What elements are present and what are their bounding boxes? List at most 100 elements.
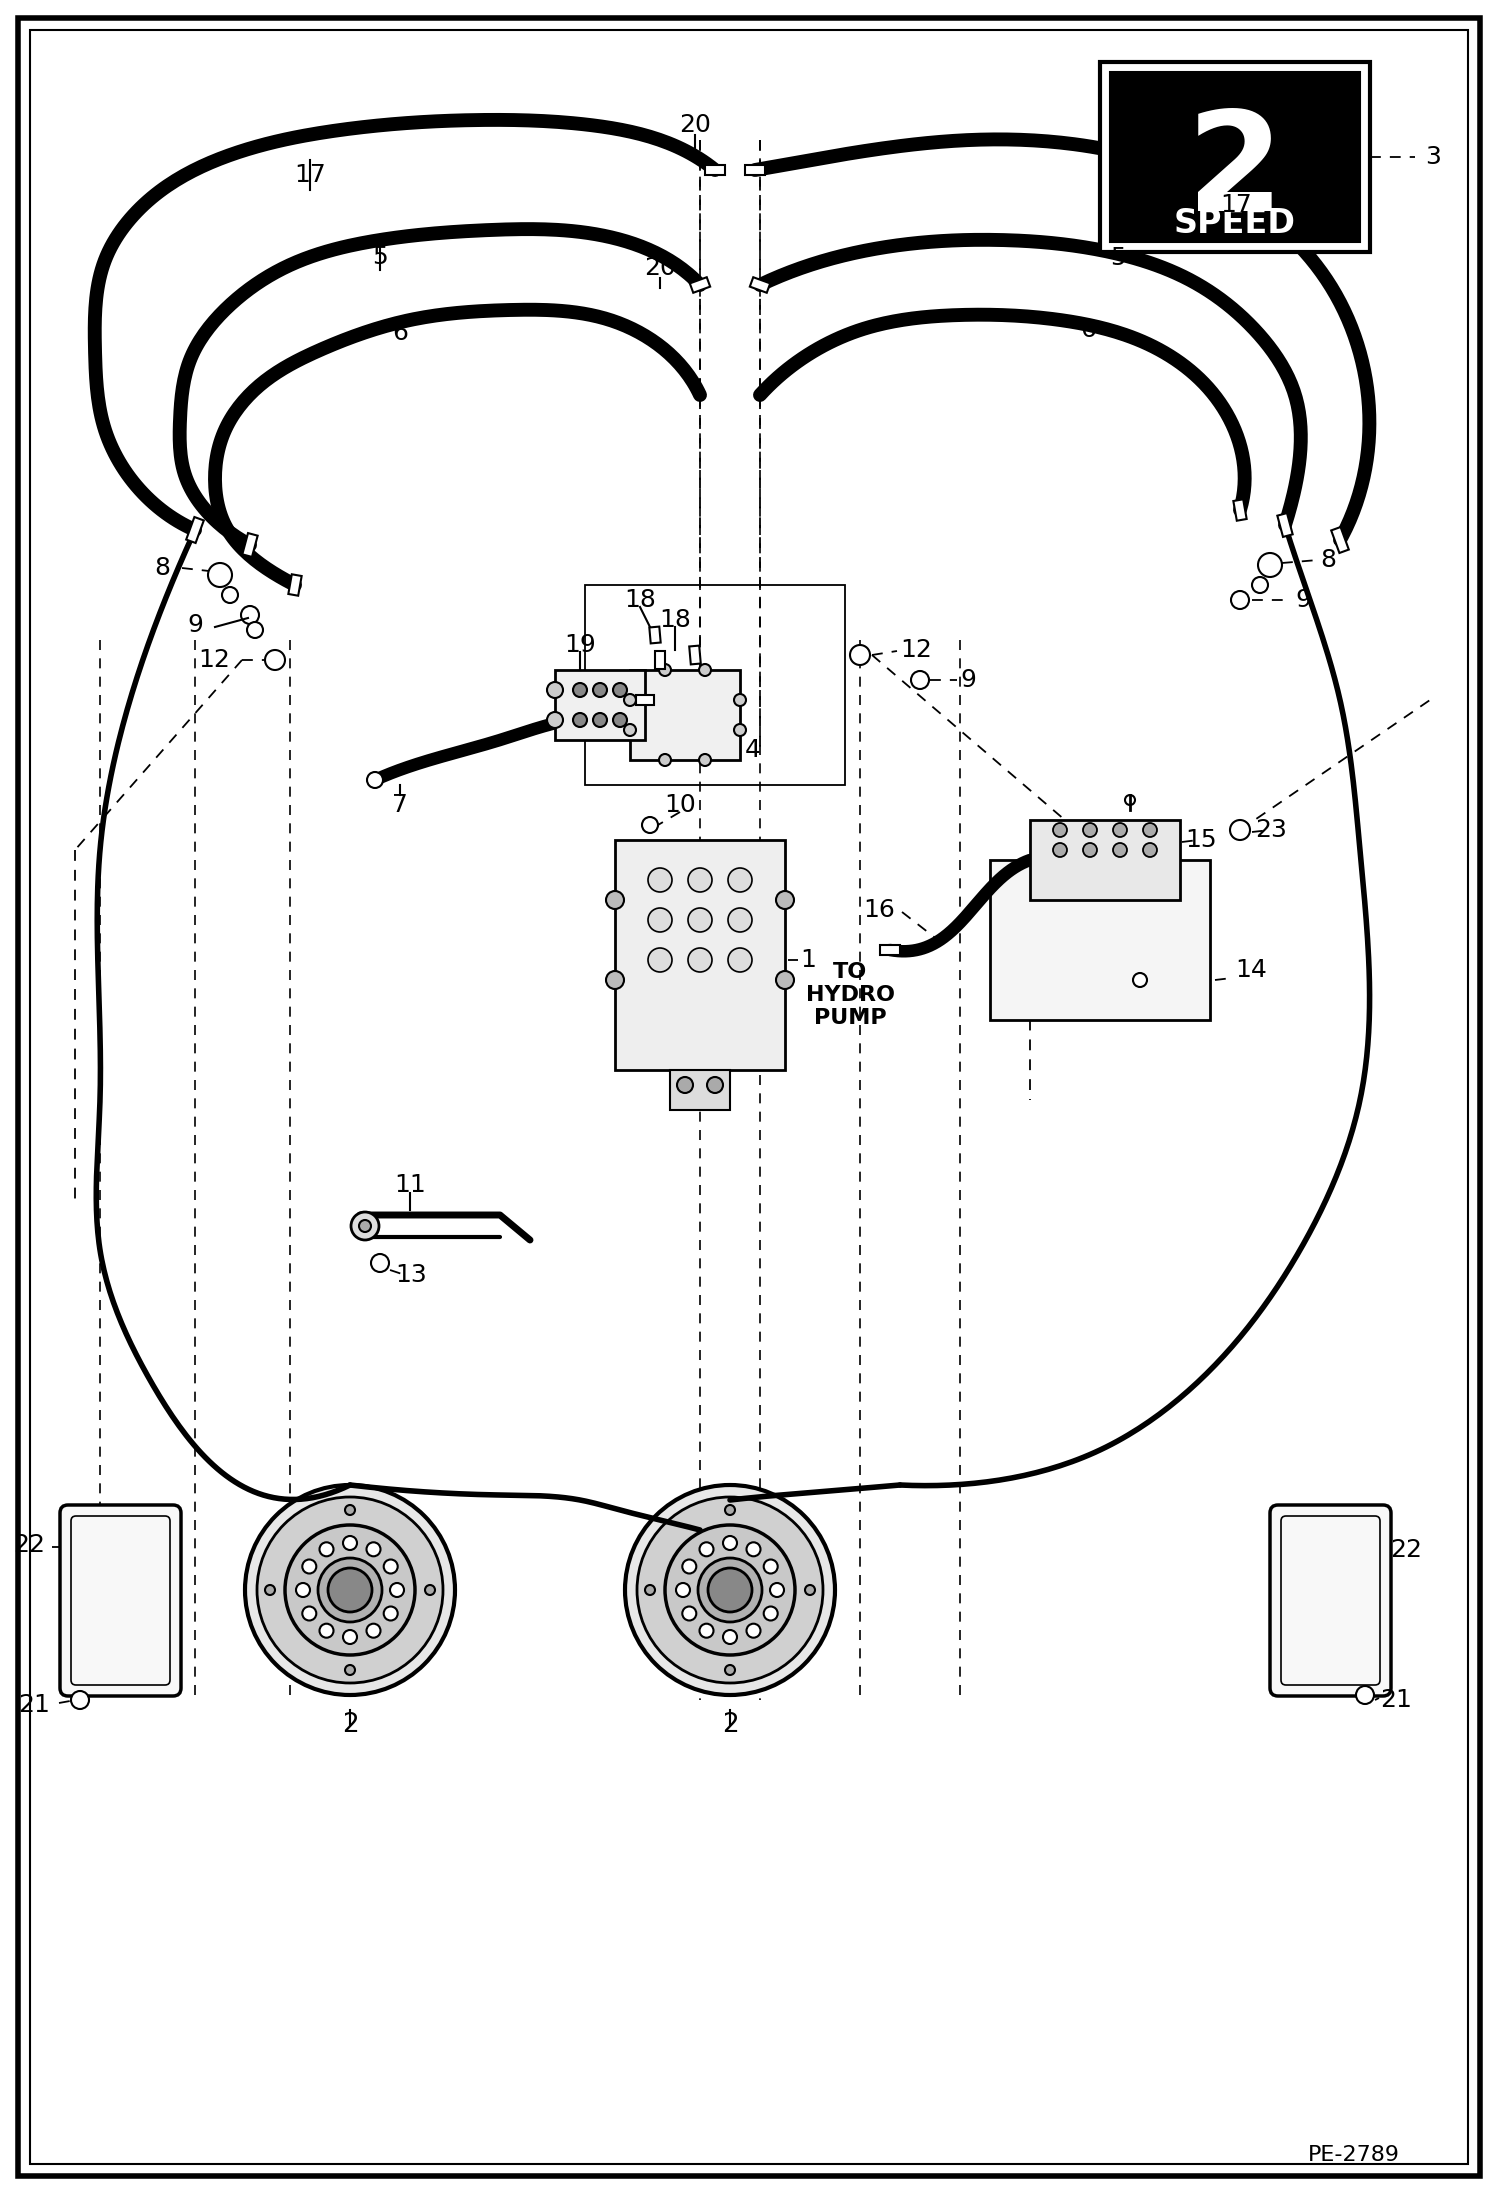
Text: 4: 4 [745,737,761,761]
Circle shape [698,1558,762,1621]
Circle shape [247,623,264,638]
Circle shape [734,724,746,735]
Circle shape [688,948,712,972]
Circle shape [776,891,794,908]
Circle shape [318,1558,382,1621]
Circle shape [607,972,625,989]
Circle shape [677,1077,694,1093]
Circle shape [345,1665,355,1674]
Circle shape [688,908,712,932]
Circle shape [1258,553,1282,577]
Text: 9: 9 [960,667,975,691]
Circle shape [1230,821,1249,840]
Circle shape [613,682,628,698]
Circle shape [547,682,563,698]
Circle shape [911,671,929,689]
Circle shape [285,1525,415,1654]
Circle shape [1053,823,1067,836]
Text: 11: 11 [394,1174,425,1198]
Circle shape [1125,794,1135,805]
Text: TO
HYDRO
PUMP: TO HYDRO PUMP [806,961,894,1029]
Polygon shape [1233,500,1246,520]
Circle shape [725,1665,736,1674]
Circle shape [734,693,746,706]
Circle shape [688,869,712,893]
Circle shape [1252,577,1267,592]
Circle shape [1083,823,1097,836]
Bar [616,840,785,1071]
FancyBboxPatch shape [60,1505,181,1696]
Text: SPEED: SPEED [1174,206,1296,239]
Text: 15: 15 [1185,827,1216,851]
Bar [586,586,845,785]
Circle shape [849,645,870,665]
Text: 9: 9 [1294,588,1311,612]
Text: 18: 18 [659,608,691,632]
Text: PE-2789: PE-2789 [1308,2146,1401,2165]
Circle shape [764,1560,777,1573]
Circle shape [593,713,607,726]
Circle shape [1053,842,1067,858]
Circle shape [241,606,259,623]
Circle shape [383,1560,397,1573]
Circle shape [574,682,587,698]
Circle shape [593,682,607,698]
Circle shape [613,713,628,726]
Polygon shape [243,533,258,557]
Bar [554,669,646,739]
Polygon shape [745,165,765,176]
Circle shape [360,1220,372,1233]
Circle shape [1083,842,1097,858]
FancyBboxPatch shape [1270,1505,1392,1696]
Circle shape [265,649,285,669]
Circle shape [649,908,673,932]
Circle shape [367,1542,380,1556]
Text: 12: 12 [198,647,231,671]
Polygon shape [1278,513,1293,538]
Circle shape [637,1496,822,1683]
Circle shape [746,1624,761,1637]
Circle shape [804,1584,815,1595]
Circle shape [625,1485,834,1696]
Circle shape [707,1077,724,1093]
Circle shape [724,1630,737,1643]
Polygon shape [689,645,701,665]
Circle shape [770,1584,783,1597]
Text: 20: 20 [679,114,712,136]
Polygon shape [1332,527,1348,553]
Circle shape [345,1505,355,1516]
Text: 3: 3 [1425,145,1441,169]
Text: 12: 12 [900,638,932,663]
Circle shape [70,1692,88,1709]
Text: 5: 5 [372,246,388,270]
Text: 2: 2 [722,1711,739,1738]
Circle shape [372,1255,389,1273]
Circle shape [607,891,625,908]
Text: 7: 7 [392,792,407,816]
Text: 2: 2 [342,1711,358,1738]
Circle shape [725,1505,736,1516]
Bar [1031,821,1180,900]
Circle shape [659,755,671,766]
Text: 17: 17 [294,162,327,186]
Circle shape [724,1536,737,1549]
Circle shape [1356,1685,1374,1705]
Text: 2: 2 [1186,105,1284,239]
Circle shape [343,1630,357,1643]
Circle shape [343,1536,357,1549]
Circle shape [700,1542,713,1556]
Polygon shape [649,627,661,643]
Text: 16: 16 [863,897,894,921]
Circle shape [682,1560,697,1573]
Text: 23: 23 [1255,818,1287,842]
Circle shape [246,1485,455,1696]
Circle shape [728,869,752,893]
Circle shape [764,1606,777,1621]
Circle shape [625,693,637,706]
Circle shape [700,665,712,676]
Text: 21: 21 [18,1694,49,1718]
Bar [1100,61,1371,252]
Polygon shape [691,276,710,292]
Text: 19: 19 [565,634,596,656]
Circle shape [319,1542,334,1556]
